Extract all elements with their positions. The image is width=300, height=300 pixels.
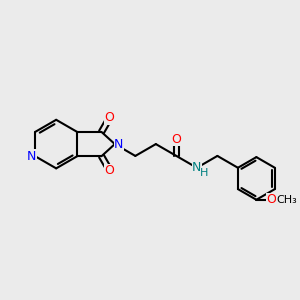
Text: O: O [171, 133, 181, 146]
Text: O: O [266, 193, 276, 206]
Text: CH₃: CH₃ [276, 195, 297, 205]
Text: N: N [114, 138, 123, 151]
Text: O: O [105, 111, 115, 124]
Text: N: N [27, 150, 36, 163]
Text: H: H [200, 168, 208, 178]
Text: O: O [105, 164, 115, 177]
Text: N: N [192, 161, 202, 174]
